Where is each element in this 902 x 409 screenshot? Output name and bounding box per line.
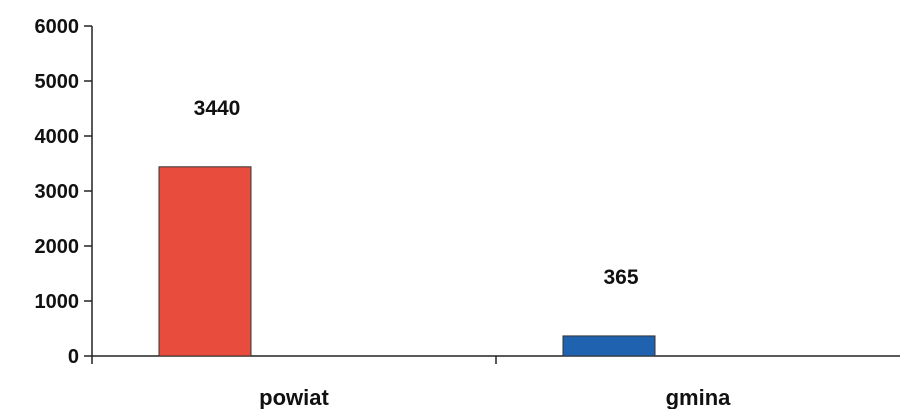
y-tick-label: 0 [68, 346, 79, 368]
x-axis: powiat gmina [91, 355, 900, 409]
bar-powiat [158, 166, 252, 357]
bars [158, 166, 656, 357]
y-tick-label: 3000 [35, 181, 80, 203]
y-axis: 0 1000 2000 3000 4000 5000 6000 [35, 16, 93, 368]
bar-gmina [562, 335, 656, 357]
category-label-powiat: powiat [259, 385, 329, 409]
y-tick-label: 4000 [35, 126, 80, 148]
y-tick-label: 6000 [35, 16, 80, 38]
y-tick-label: 2000 [35, 236, 80, 258]
category-label-gmina: gmina [666, 385, 732, 409]
y-tick-label: 5000 [35, 71, 80, 93]
data-label-powiat: 3440 [194, 97, 241, 120]
data-labels: 3440 365 [194, 97, 639, 289]
data-label-gmina: 365 [603, 266, 638, 289]
y-tick-label: 1000 [35, 291, 80, 313]
